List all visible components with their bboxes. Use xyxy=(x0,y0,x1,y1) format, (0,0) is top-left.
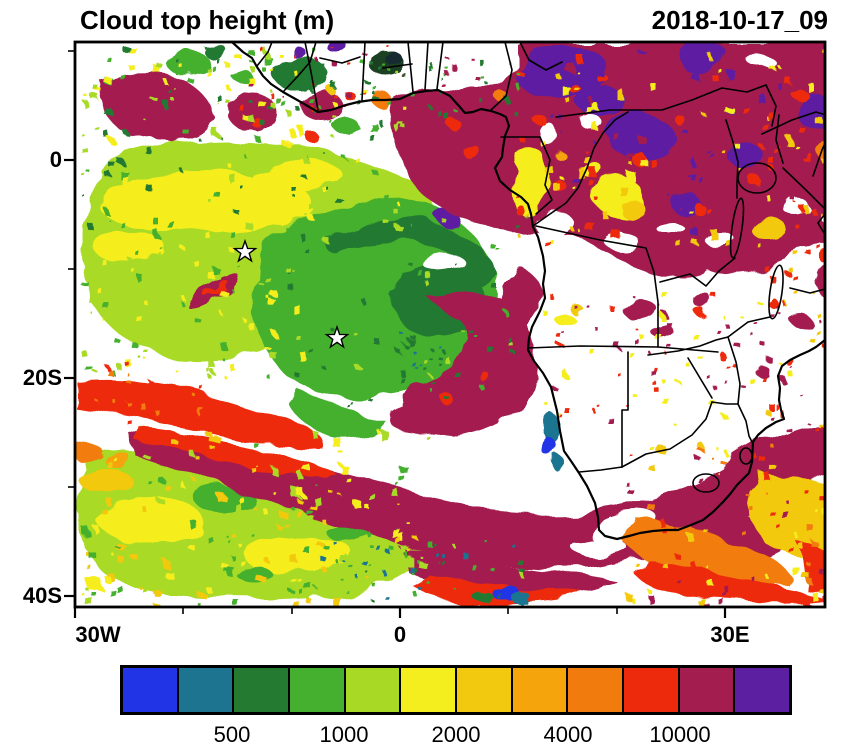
x-axis-label-30e: 30E xyxy=(710,622,750,647)
colorbar-cell-11 xyxy=(735,668,790,712)
map-area xyxy=(75,42,825,607)
star-marker xyxy=(324,324,350,349)
colorbar-cell-4 xyxy=(345,668,402,712)
cloud-detail-layer xyxy=(75,45,825,604)
lesotho-border xyxy=(692,473,720,493)
x-axis-label-30w: 30W xyxy=(75,622,121,647)
star-markers xyxy=(232,238,350,349)
cloud-speckle-layer xyxy=(80,44,825,607)
star-marker xyxy=(232,238,258,263)
lake-tanganyika xyxy=(729,197,745,259)
colorbar-tick-label: 10000 xyxy=(649,722,711,747)
colorbar-cell-6 xyxy=(457,668,513,712)
colorbar-tick-label: 2000 xyxy=(431,722,481,747)
colorbar-tick-label: 4000 xyxy=(543,722,593,747)
colorbar-cell-10 xyxy=(679,668,736,712)
country-borders xyxy=(230,42,825,541)
colorbar-cell-8 xyxy=(568,668,625,712)
colorbar-cell-7 xyxy=(512,668,569,712)
colorbar-tick-label: 1000 xyxy=(319,722,369,747)
axis-ticks xyxy=(64,50,727,618)
plot-timestamp: 2018-10-17_09 xyxy=(651,5,828,35)
x-axis-label-0: 0 xyxy=(393,622,407,647)
plot-title: Cloud top height (m) xyxy=(80,5,335,35)
lake-malawi xyxy=(768,264,784,320)
colorbar-tick-label: 500 xyxy=(213,722,251,747)
colorbar-cell-0 xyxy=(123,668,179,712)
colorbar-cell-3 xyxy=(290,668,346,712)
colorbar-cell-1 xyxy=(178,668,235,712)
colorbar-cell-2 xyxy=(234,668,291,712)
colorbar xyxy=(120,665,792,715)
y-axis-label-40s: 40S xyxy=(22,583,62,608)
colorbar-labels: 500 1000 2000 4000 10000 xyxy=(120,722,792,748)
eswatini-border xyxy=(739,447,753,465)
y-axis-label-0: 0 xyxy=(49,147,62,172)
colorbar-cell-5 xyxy=(401,668,458,712)
y-axis-label-20s: 20S xyxy=(22,365,62,390)
colorbar-cell-9 xyxy=(624,668,680,712)
axis-frame xyxy=(64,40,827,618)
